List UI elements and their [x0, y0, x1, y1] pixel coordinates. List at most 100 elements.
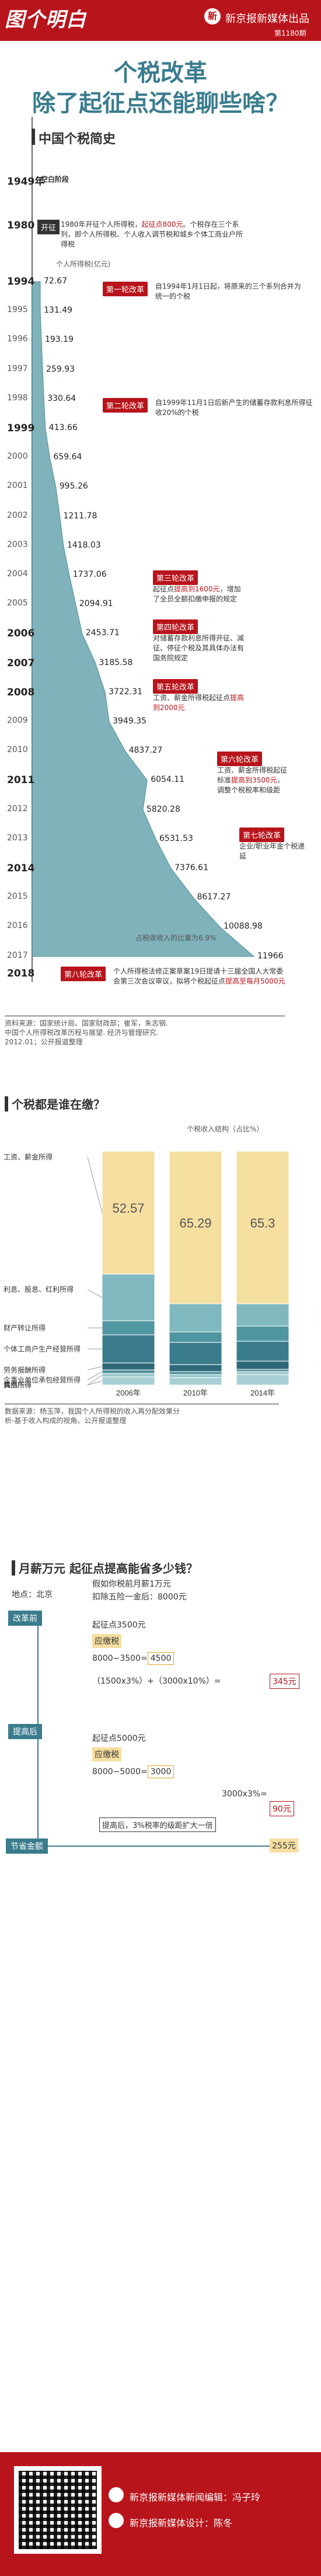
year-label: 1999: [7, 423, 35, 434]
year-label: 1995: [7, 305, 28, 315]
leader-line: [87, 1374, 103, 1386]
history-section-title: 中国个税简史: [39, 132, 116, 147]
revenue-value: 6054.11: [151, 775, 185, 785]
issue-number: 第1180期: [274, 29, 306, 37]
segment-label: 企事业单位承包经营所得: [4, 1375, 81, 1384]
after-label: 提高后: [8, 1724, 42, 1739]
revenue-value: 1418.03: [67, 540, 101, 550]
assume-text: 假如你税前月薪1万元: [92, 1580, 171, 1589]
year-label: 2002: [7, 510, 28, 520]
saving-result: 255元: [270, 1838, 298, 1853]
deduct-text: 扣除五险一金后：8000元: [92, 1592, 187, 1602]
year-label: 2003: [7, 539, 28, 549]
wage-share-label: 65.3: [250, 1216, 275, 1231]
share-note: 占税收收入的比重为6.9%: [135, 934, 217, 942]
revenue-value: 3185.58: [99, 657, 133, 667]
note-2011: 工资、薪金所得税起征标准提高到3500元，调整个税税率和级距: [217, 766, 288, 794]
blank-period-label: 空白阶段: [41, 175, 69, 183]
brand-logo: 图个明白: [5, 8, 86, 32]
bar-segment: [102, 1362, 155, 1370]
income-structure-chart: 52.57 2006年 65.29 2010年 65.3 2014年 工资、薪金所得利息、股…: [4, 1151, 289, 1397]
section-marker: [32, 129, 35, 145]
year-label: 2007: [7, 657, 35, 669]
after-threshold: 起征点5000元: [92, 1734, 146, 1743]
year-1980: 1980: [7, 220, 35, 231]
revenue-value: 1211.78: [63, 511, 97, 521]
revenue-value: 3722.31: [109, 687, 142, 697]
bar-segment: [169, 1303, 222, 1332]
revenue-value: 1737.06: [72, 570, 107, 579]
category-label: 2014年: [250, 1389, 275, 1397]
revenue-value: 10088.98: [223, 922, 263, 932]
footer: 新京报新媒体新闻编辑：冯子玲 新京报新媒体设计：陈冬: [0, 2452, 321, 2576]
year-label: 1998: [7, 393, 28, 403]
section-marker: [5, 1096, 8, 1112]
publisher-logo-icon: [109, 2513, 124, 2528]
before-expr2: （1500x3%）+（3000x10%）=: [92, 1677, 221, 1686]
before-threshold: 起征点3500元: [92, 1621, 146, 1630]
category-label: 2006年: [116, 1389, 141, 1397]
bar-segment: [169, 1151, 222, 1304]
year-label: 2000: [7, 452, 28, 462]
year-label: 2013: [7, 833, 28, 843]
reform-tag-2: 第二轮改革: [103, 398, 148, 413]
bar-segment: [236, 1151, 289, 1304]
before-label: 改革前: [8, 1611, 42, 1626]
bar-segment: [236, 1371, 289, 1375]
leader-line: [87, 1371, 103, 1380]
revenue-value: 659.64: [53, 452, 82, 462]
bar-segment: [102, 1151, 155, 1275]
year-label: 2004: [7, 569, 28, 579]
year-1949: 1949年: [7, 176, 45, 188]
note-2005: 起征点提高到1600元，增加了全员全额扣缴申报的规定: [153, 585, 241, 603]
bar-segment: [236, 1360, 289, 1370]
revenue-value: 3949.35: [113, 716, 147, 726]
year-label: 2010: [7, 745, 28, 755]
history-source: 资料来源：国家统计局、国家财政部；崔军，朱志钢. 中国个人所得税改革历程与展望.…: [5, 1016, 285, 1047]
revenue-value: 5820.28: [146, 804, 180, 814]
year-label: 2008: [7, 686, 35, 698]
start-tag: 开征: [37, 220, 60, 234]
note-1994: 自1994年1月1日起，将原来的三个系列合并为统一的个税: [155, 282, 301, 300]
segment-label: 财产转让所得: [4, 1323, 46, 1332]
page-title: 个税改革: [114, 60, 207, 86]
revenue-value: 4837.27: [128, 746, 163, 756]
bar-segment: [102, 1334, 155, 1363]
year-label: 2012: [7, 804, 28, 813]
year-label: 2015: [7, 892, 28, 902]
note-2007: 对储蓄存款利息所得开征、减征、停征个税及其具体办法有国务院规定: [153, 634, 245, 662]
year-label: 2014: [7, 863, 35, 874]
before-taxable-label: 应缴税: [92, 1634, 121, 1648]
after-result: 90元: [270, 1801, 294, 1816]
footer-editor: 新京报新媒体新闻编辑：冯子玲: [130, 2492, 261, 2503]
note-2018: 个人所得税法修正案草案19日提请十三届全国人大常委会第三次会议审议，拟将个税起征…: [113, 967, 285, 985]
note-2008: 工资、薪金所得税起征点提高到2000元: [153, 694, 245, 712]
after-expr1: 8000−5000= 3000: [92, 1765, 175, 1778]
after-note: 提高后，3%税率的级距扩大一倍: [99, 1817, 216, 1832]
segment-label: 其他所得: [4, 1380, 32, 1389]
revenue-value: 7376.61: [175, 863, 208, 872]
after-taxable-label: 应缴税: [92, 1747, 121, 1761]
page-subtitle: 除了起征点还能聊些啥？: [32, 90, 289, 117]
bar-segment: [236, 1369, 289, 1372]
chart-ylabel: 个税收入结构（占比%）: [187, 1125, 264, 1133]
footer-designer: 新京报新媒体设计：陈冬: [130, 2518, 233, 2529]
bar-segment: [102, 1369, 155, 1374]
revenue-value: 2094.91: [79, 599, 113, 609]
revenue-value: 330.64: [47, 393, 76, 403]
qr-code-icon: [14, 2466, 102, 2554]
year-label: 2011: [7, 774, 35, 787]
revenue-value: 72.67: [44, 276, 68, 286]
year-label: 2005: [7, 598, 28, 608]
wage-share-label: 65.29: [179, 1216, 211, 1231]
revenue-value: 259.93: [46, 364, 75, 374]
reform-tag-8: 第八轮改革: [61, 967, 106, 981]
category-label: 2010年: [183, 1389, 208, 1397]
publisher-name: 新京报新媒体出品: [225, 13, 309, 25]
bar-segment: [102, 1273, 155, 1321]
tax-revenue-area: [32, 281, 255, 957]
year-label: 2006: [7, 628, 35, 640]
bar-segment: [169, 1364, 222, 1372]
leader-line: [87, 1289, 103, 1298]
revenue-value: 995.26: [59, 482, 88, 491]
